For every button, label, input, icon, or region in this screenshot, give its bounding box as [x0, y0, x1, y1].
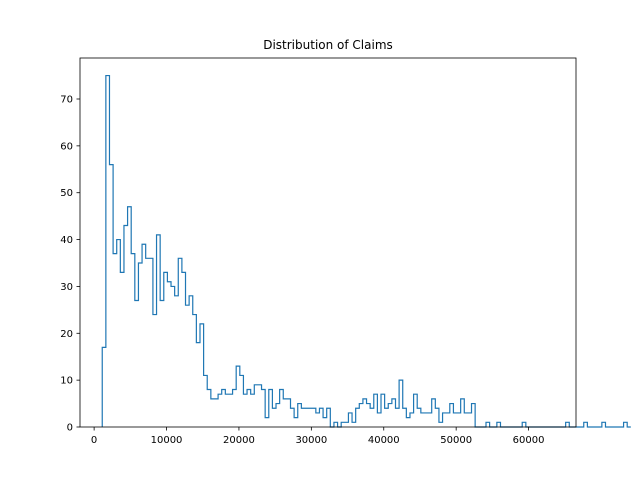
axes-frame [79, 57, 577, 428]
x-tick-label: 20000 [223, 435, 255, 446]
y-tick-label: 10 [60, 376, 73, 387]
y-tick-label: 50 [60, 188, 73, 199]
y-tick-label: 40 [60, 235, 73, 246]
x-axis: 0 10000 20000 30000 40000 50000 60000 [91, 427, 545, 446]
x-tick-label: 50000 [440, 435, 472, 446]
y-tick-label: 20 [60, 329, 73, 340]
x-tick-label: 60000 [513, 435, 545, 446]
y-tick-label: 70 [60, 95, 73, 106]
y-tick-label: 0 [67, 423, 73, 434]
chart-title: Distribution of Claims [263, 38, 393, 52]
x-tick-label: 0 [91, 435, 97, 446]
x-tick-label: 30000 [295, 435, 327, 446]
x-tick-label: 10000 [151, 435, 183, 446]
y-tick-label: 30 [60, 282, 73, 293]
x-tick-label: 40000 [368, 435, 400, 446]
y-tick-label: 60 [60, 141, 73, 152]
y-axis: 0 10 20 30 40 50 60 70 [60, 95, 80, 434]
